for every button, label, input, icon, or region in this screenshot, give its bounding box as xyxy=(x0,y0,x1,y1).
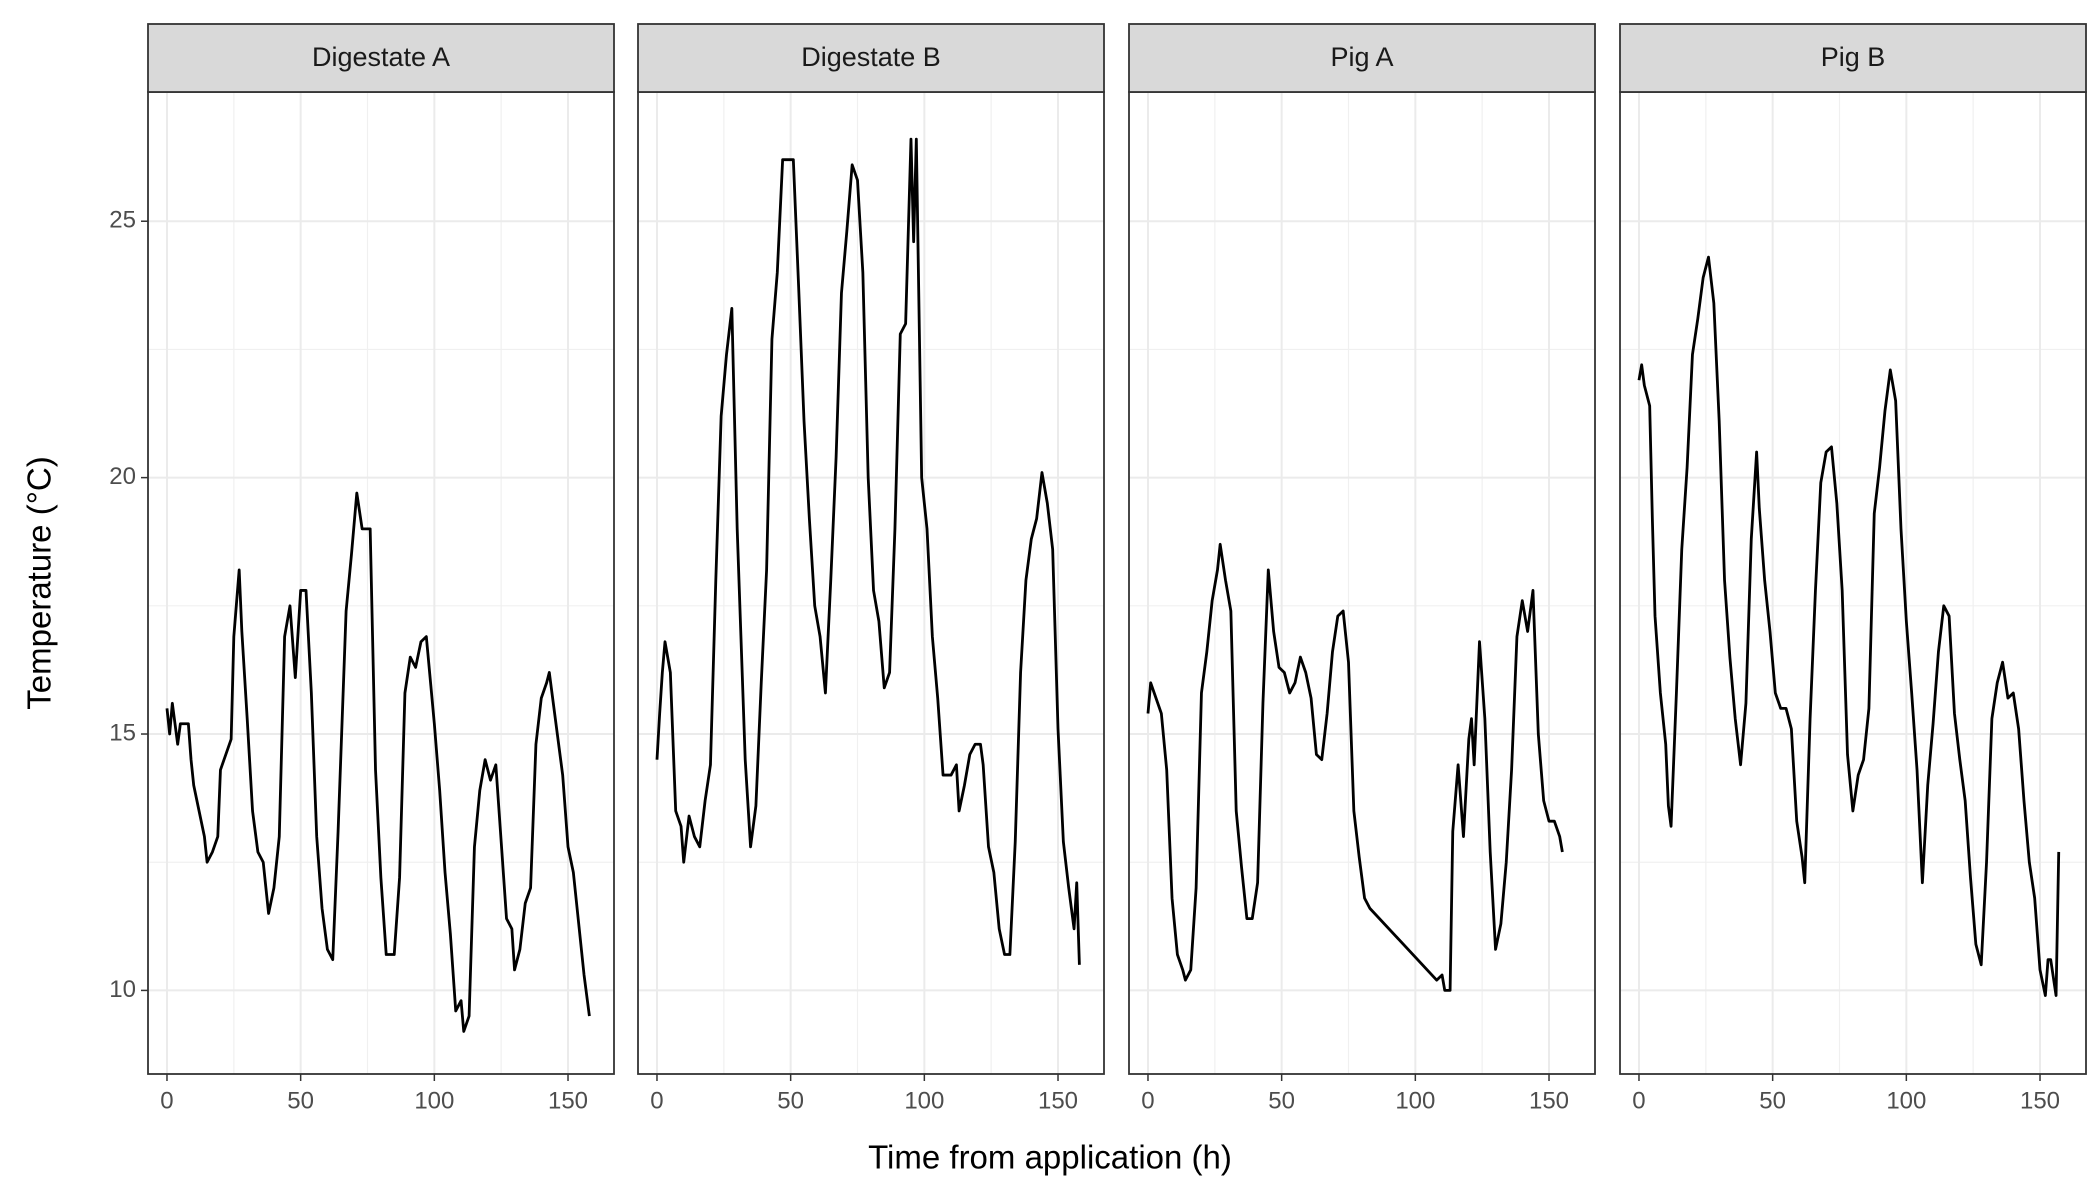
x-tick-label: 150 xyxy=(1038,1087,1078,1114)
y-tick-label: 15 xyxy=(109,719,136,746)
facet-strip xyxy=(1619,23,2087,93)
facet-label: Pig B xyxy=(1821,42,1886,72)
data-line xyxy=(655,137,1081,965)
data-line xyxy=(1146,542,1564,992)
panel-border xyxy=(1128,91,1596,1075)
y-axis-title: Temperature (°C) xyxy=(21,456,58,709)
facet-strip xyxy=(1128,23,1596,93)
x-tick-label: 150 xyxy=(1529,1087,1569,1114)
x-tick-label: 0 xyxy=(1141,1087,1154,1114)
facet-label: Digestate A xyxy=(312,42,450,72)
y-tick-label: 25 xyxy=(109,207,136,234)
x-tick-label: 50 xyxy=(287,1087,314,1114)
x-tick-label: 100 xyxy=(1395,1087,1435,1114)
facet-label: Pig A xyxy=(1330,42,1393,72)
x-tick-label: 100 xyxy=(414,1087,454,1114)
facet-strip xyxy=(147,23,615,93)
x-tick-label: 100 xyxy=(904,1087,944,1114)
x-tick-label: 50 xyxy=(777,1087,804,1114)
x-tick-label: 100 xyxy=(1886,1087,1926,1114)
x-tick-label: 50 xyxy=(1759,1087,1786,1114)
x-axis-title: Time from application (h) xyxy=(868,1139,1232,1176)
y-tick-label: 10 xyxy=(109,976,136,1003)
x-tick-label: 50 xyxy=(1268,1087,1295,1114)
x-tick-label: 0 xyxy=(650,1087,663,1114)
x-tick-label: 150 xyxy=(2020,1087,2060,1114)
panel-border xyxy=(147,91,615,1075)
panel-border xyxy=(1619,91,2087,1075)
panel-border xyxy=(637,91,1105,1075)
y-tick-label: 20 xyxy=(109,463,136,490)
x-tick-label: 150 xyxy=(548,1087,588,1114)
data-line xyxy=(1637,255,2061,997)
x-tick-label: 0 xyxy=(1632,1087,1645,1114)
data-line xyxy=(165,491,591,1033)
x-tick-label: 0 xyxy=(160,1087,173,1114)
facet-strip xyxy=(637,23,1105,93)
facet-label: Digestate B xyxy=(801,42,941,72)
